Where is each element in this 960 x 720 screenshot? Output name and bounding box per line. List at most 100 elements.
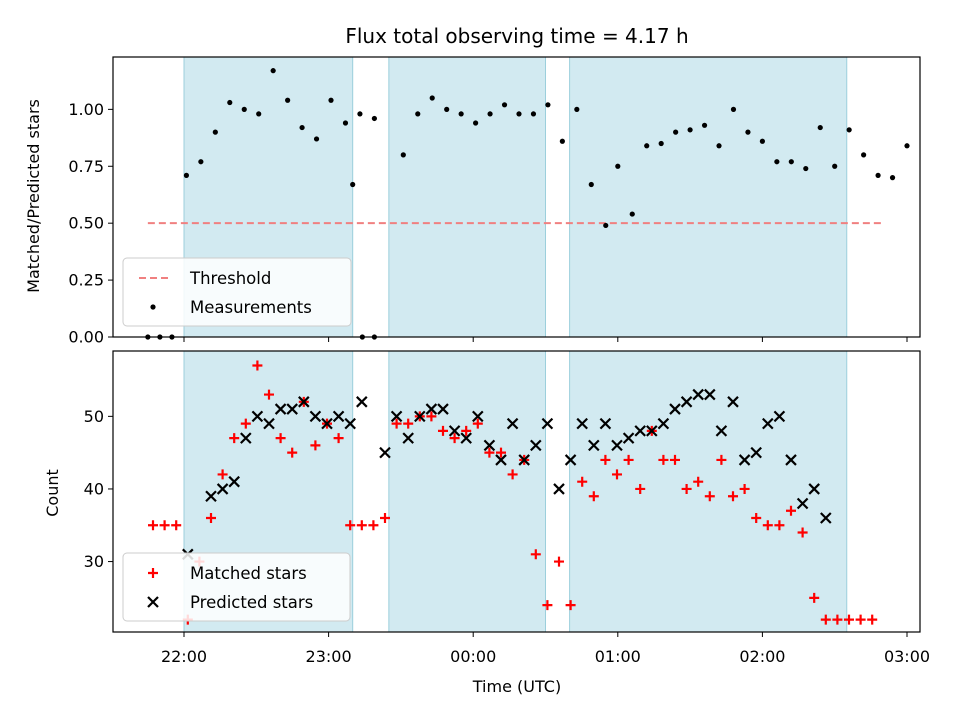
bottom-y-axis-label: Count — [43, 469, 62, 517]
matched-star-point — [612, 469, 622, 480]
matched-star-point — [786, 505, 796, 516]
matched-star-point — [739, 483, 750, 494]
observing-window — [388, 350, 546, 633]
matched-star-point — [426, 411, 437, 422]
predicted-star-point — [588, 439, 600, 452]
predicted-star-point — [622, 432, 635, 444]
x-tick-label: 22:00 — [161, 647, 207, 666]
matched-star-point — [832, 614, 843, 625]
measurement-point — [357, 111, 363, 117]
predicted-star-point — [506, 417, 519, 430]
matched-star-point — [368, 520, 379, 531]
matched-star-point — [623, 454, 634, 465]
measurement-point — [473, 120, 479, 126]
measurement-point — [342, 120, 349, 126]
measurement-point — [788, 159, 794, 165]
predicted-star-point — [402, 432, 414, 444]
measurement-point — [904, 143, 910, 149]
measurement-point — [846, 127, 852, 133]
measurement-point — [673, 129, 679, 135]
predicted-star-point — [599, 417, 612, 430]
measurement-point — [745, 129, 751, 135]
measurement-point — [530, 111, 537, 117]
measurement-point — [559, 138, 565, 144]
matched-star-point — [252, 360, 263, 371]
measurement-point — [501, 102, 508, 108]
matched-star-point — [496, 447, 506, 458]
measurement-point — [716, 143, 722, 149]
measurement-point — [183, 172, 190, 178]
plot-frame — [112, 56, 921, 338]
y-tick-label: 0.00 — [68, 328, 104, 347]
predicted-star-point — [796, 497, 809, 510]
predicted-star-point — [390, 410, 403, 423]
observing-window — [569, 56, 848, 338]
measurement-point — [603, 222, 609, 229]
measurement-point — [198, 159, 204, 165]
matched-star-point — [600, 454, 611, 465]
matched-star-point — [809, 592, 820, 603]
matched-star-point — [461, 425, 472, 436]
predicted-star-point — [820, 512, 832, 524]
matched-star-point — [577, 476, 588, 487]
measurement-point — [759, 138, 766, 144]
measurement-point — [371, 115, 377, 122]
predicted-star-point — [309, 410, 322, 423]
predicted-star-point — [576, 417, 588, 430]
matched-star-point — [704, 491, 715, 502]
measurement-point — [487, 111, 493, 117]
predicted-star-point — [240, 432, 252, 444]
predicted-star-point — [564, 454, 577, 466]
bottom-panel: 30 40 50 22:00 23:00 00:00 01:00 02:00 03:00 Matc… — [84, 350, 930, 666]
predicted-star-point — [332, 410, 345, 423]
measurement-point — [256, 111, 262, 117]
measurement-point — [516, 111, 522, 117]
predicted-star-point — [483, 439, 496, 452]
matched-star-point — [797, 527, 808, 538]
x-tick-label: 02:00 — [739, 647, 785, 666]
measurement-point — [328, 97, 334, 103]
predicted-star-point — [228, 475, 240, 488]
measurement-point — [644, 143, 650, 149]
measurement-point — [285, 97, 291, 103]
predicted-star-point — [298, 396, 310, 408]
plot-frame — [112, 350, 921, 633]
matched-star-point — [310, 440, 321, 451]
matched-star-point — [554, 556, 564, 567]
matched-star-point — [728, 491, 738, 502]
measurement-point — [241, 106, 247, 112]
predicted-star-point — [541, 417, 554, 430]
matched-star-point — [844, 614, 854, 625]
predicted-star-point — [448, 425, 461, 437]
x-tick-label: 01:00 — [595, 647, 641, 666]
matched-star-point — [867, 614, 878, 625]
predicted-star-point — [785, 454, 797, 466]
predicted-star-point — [634, 425, 646, 437]
y-tick-label: 1.00 — [68, 100, 104, 119]
measurement-point — [588, 181, 594, 188]
matched-star-point — [751, 513, 762, 524]
legend-predicted-swatch — [147, 596, 159, 608]
y-tick-label: 30 — [84, 552, 104, 571]
predicted-star-point — [472, 410, 484, 423]
measurement-point — [415, 111, 421, 117]
measurement-point — [400, 152, 406, 158]
matched-star-point — [159, 520, 170, 531]
predicted-star-point — [379, 446, 391, 459]
measurement-point — [444, 106, 450, 112]
predicted-star-point — [657, 417, 670, 430]
matched-star-point — [345, 520, 356, 531]
measurement-point — [889, 175, 896, 181]
top-panel: 0.00 0.25 0.50 0.75 1.00 Threshold Measurement… — [68, 56, 921, 347]
matched-star-point — [716, 454, 727, 465]
top-y-axis-label: Matched/Predicted stars — [24, 99, 43, 293]
predicted-star-point — [762, 417, 774, 430]
legend-threshold-label: Threshold — [189, 269, 271, 288]
predicted-star-point — [437, 403, 449, 415]
matched-star-point — [693, 476, 704, 487]
y-tick-label: 50 — [84, 407, 104, 426]
predicted-star-point — [344, 417, 356, 430]
predicted-star-point — [727, 396, 739, 408]
matched-star-point — [507, 469, 518, 480]
measurement-point — [803, 165, 809, 172]
